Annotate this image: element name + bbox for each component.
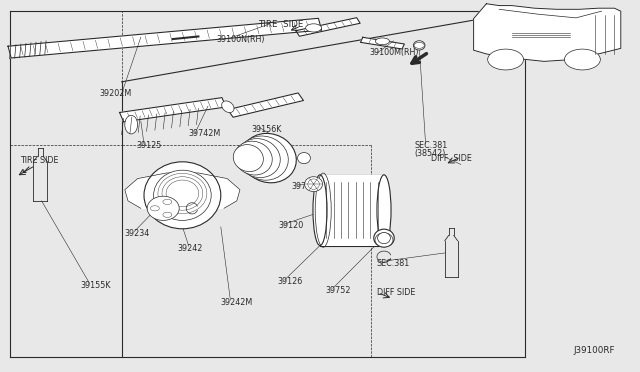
Ellipse shape	[144, 162, 221, 229]
Ellipse shape	[298, 153, 310, 164]
Ellipse shape	[239, 136, 288, 180]
Text: 39126: 39126	[277, 277, 302, 286]
Ellipse shape	[378, 232, 390, 244]
Circle shape	[163, 199, 172, 205]
Text: TIRE  SIDE: TIRE SIDE	[258, 20, 303, 29]
Ellipse shape	[413, 41, 425, 50]
Text: SEC.381: SEC.381	[415, 141, 448, 150]
Ellipse shape	[308, 179, 319, 189]
Ellipse shape	[377, 175, 391, 246]
Text: DIFF  SIDE: DIFF SIDE	[431, 154, 472, 163]
Ellipse shape	[313, 175, 327, 246]
Ellipse shape	[154, 170, 211, 220]
Text: TIRE SIDE: TIRE SIDE	[20, 156, 59, 165]
Text: 39234: 39234	[125, 229, 150, 238]
Ellipse shape	[375, 38, 390, 45]
Circle shape	[488, 49, 524, 70]
Text: SEC.381: SEC.381	[377, 259, 410, 267]
Circle shape	[414, 42, 424, 48]
Circle shape	[150, 206, 159, 211]
Text: 39742: 39742	[252, 158, 277, 167]
Ellipse shape	[375, 233, 393, 247]
Ellipse shape	[125, 115, 138, 134]
Ellipse shape	[233, 145, 264, 171]
Ellipse shape	[235, 141, 272, 175]
Ellipse shape	[147, 196, 179, 220]
Ellipse shape	[241, 134, 296, 183]
Text: 39125: 39125	[136, 141, 162, 150]
Text: ↙: ↙	[20, 164, 31, 176]
Bar	[320, 175, 384, 246]
Text: 39742M: 39742M	[189, 129, 221, 138]
Text: 39155K: 39155K	[80, 281, 111, 290]
Text: 39202M: 39202M	[99, 89, 131, 97]
Text: 39156K: 39156K	[252, 125, 282, 134]
Polygon shape	[360, 37, 404, 49]
Text: J39100RF: J39100RF	[573, 346, 615, 355]
Circle shape	[163, 212, 172, 217]
Polygon shape	[296, 17, 360, 36]
Ellipse shape	[305, 177, 323, 192]
Polygon shape	[474, 4, 621, 61]
Polygon shape	[125, 173, 240, 208]
Text: 39752: 39752	[325, 286, 351, 295]
Text: 39100N(RH): 39100N(RH)	[216, 35, 265, 44]
Polygon shape	[228, 93, 303, 117]
Text: 39242: 39242	[178, 244, 204, 253]
Polygon shape	[8, 18, 321, 58]
Ellipse shape	[374, 229, 394, 247]
Text: 39100M(RH): 39100M(RH)	[370, 48, 419, 57]
Text: 39120: 39120	[278, 221, 303, 230]
Ellipse shape	[237, 139, 280, 177]
Text: 39734: 39734	[292, 182, 317, 191]
Text: 39242M: 39242M	[220, 298, 252, 307]
Ellipse shape	[306, 24, 322, 32]
Text: DIFF SIDE: DIFF SIDE	[377, 288, 415, 297]
Ellipse shape	[221, 101, 234, 113]
Polygon shape	[120, 97, 226, 122]
Circle shape	[564, 49, 600, 70]
Text: (38542): (38542)	[415, 149, 446, 158]
